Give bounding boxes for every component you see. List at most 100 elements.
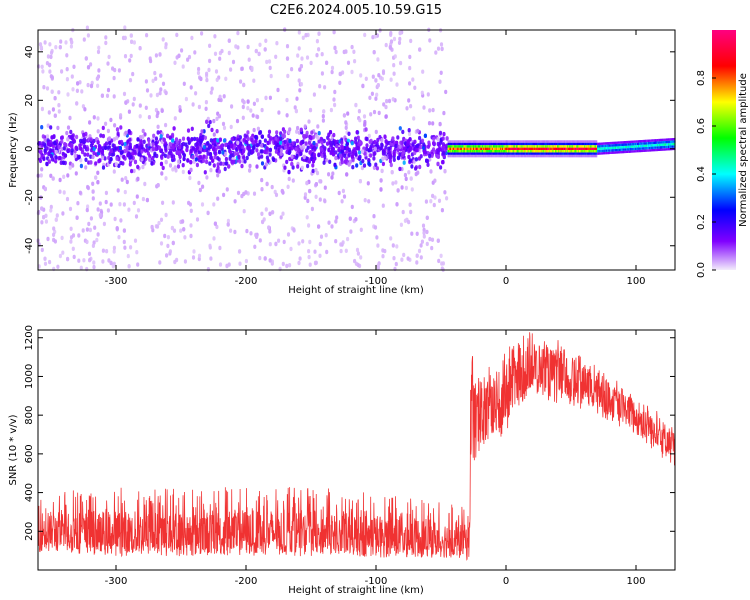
spectrogram-cell: [498, 150, 500, 153]
spectrogram-cell: [194, 91, 198, 96]
spectrogram-cell: [419, 243, 423, 248]
spectrogram-cell: [602, 152, 604, 155]
spectrogram-cell: [286, 232, 291, 237]
spectrogram-cell: [514, 145, 516, 148]
spectrogram-cell: [264, 95, 268, 101]
spectrogram-cell: [661, 143, 663, 146]
spectrogram-cell: [516, 154, 519, 158]
spectrogram-cell: [261, 219, 265, 225]
spectrogram-cell: [450, 152, 452, 155]
spectrogram-cell: [58, 155, 62, 161]
spectrogram-cell: [507, 152, 509, 155]
spectrogram-cell: [541, 140, 543, 143]
spectrogram-cell: [644, 147, 646, 150]
spectrogram-cell: [526, 152, 529, 155]
spectrogram-cell: [512, 140, 514, 143]
spectrogram-cell: [441, 159, 445, 165]
spectrogram-cell: [295, 96, 299, 101]
spectrogram-cell: [593, 152, 595, 155]
spectrogram-cell: [562, 145, 564, 148]
spectrogram-cell: [637, 140, 639, 143]
spectrogram-cell: [199, 139, 203, 144]
spectrogram-cell: [275, 130, 279, 135]
spectrogram-cell: [342, 113, 346, 118]
spectrogram-cell: [401, 129, 405, 135]
spectrogram-cell: [643, 144, 645, 148]
spectrogram-cell: [486, 150, 488, 153]
spectrogram-cell: [263, 256, 267, 261]
spectrogram-cell: [322, 109, 326, 114]
spectrogram-cell: [140, 157, 144, 162]
spectrogram-cell: [560, 147, 562, 150]
spectrogram-cell: [64, 40, 68, 45]
spectrogram-cell: [606, 147, 608, 150]
spectrogram-cell: [260, 187, 264, 192]
spectrogram-cell: [589, 145, 591, 148]
spectrogram-cell: [66, 137, 70, 142]
spectrogram-cell: [658, 148, 661, 151]
spectrogram-cell: [259, 149, 263, 154]
spectrogram-cell: [473, 152, 475, 155]
spectrogram-cell: [140, 145, 144, 150]
spectrogram-cell: [148, 154, 152, 159]
spectrogram-cell: [533, 142, 535, 146]
spectrogram-cell: [617, 141, 620, 144]
spectrogram-cell: [157, 145, 162, 151]
spectrogram-cell: [152, 133, 156, 138]
spectrogram-cell: [590, 145, 592, 148]
spectrogram-cell: [566, 154, 568, 158]
spectrogram-cell: [570, 145, 572, 148]
spectrogram-cell: [461, 145, 463, 148]
spectrogram-cell: [547, 145, 549, 148]
spectrogram-cell: [318, 241, 322, 247]
spectrogram-cell: [519, 145, 521, 148]
spectrogram-cell: [394, 261, 398, 267]
spectrogram-cell: [384, 139, 388, 144]
spectrogram-cell: [464, 142, 466, 146]
spectrogram-cell: [260, 134, 264, 139]
spectrogram-cell: [119, 160, 123, 166]
spectrogram-cell: [572, 150, 574, 153]
spectrogram-cell: [513, 142, 515, 146]
spectrogram-cell: [459, 154, 461, 158]
spectrogram-cell: [57, 145, 61, 150]
spectrogram-cell: [205, 175, 209, 180]
spectrogram-cell: [198, 146, 203, 152]
spectrogram-cell: [647, 149, 649, 152]
spectrogram-cell: [578, 140, 580, 143]
spectrogram-cell: [465, 150, 467, 153]
spectrogram-cell: [264, 38, 268, 43]
y-tick-label: 200: [24, 522, 35, 541]
spectrogram-cell: [615, 146, 617, 149]
spectrogram-cell: [634, 150, 636, 153]
spectrogram-cell: [354, 136, 358, 141]
spectrogram-cell: [522, 150, 524, 153]
spectrogram-cell: [483, 140, 485, 143]
spectrogram-cell: [469, 145, 471, 148]
spectrogram-cell: [95, 237, 99, 243]
spectrogram-cell: [468, 152, 470, 155]
spectrogram-cell: [483, 140, 486, 143]
spectrogram-cell: [607, 142, 609, 145]
spectrogram-cell: [407, 219, 411, 225]
spectrogram-cell: [458, 140, 460, 143]
spectrogram-cell: [577, 152, 579, 155]
spectrogram-cell: [329, 140, 333, 146]
spectrogram-cell: [295, 129, 299, 134]
spectrogram-cell: [495, 154, 497, 158]
spectrogram-cell: [252, 127, 256, 133]
spectrogram-cell: [47, 159, 52, 164]
spectrogram-cell: [622, 146, 624, 149]
spectrogram-cell: [668, 138, 671, 141]
spectrogram-cell: [548, 145, 550, 148]
spectrogram-cell: [200, 202, 205, 207]
spectrogram-cell: [452, 152, 454, 155]
spectrogram-cell: [552, 145, 554, 148]
spectrogram-cell: [408, 81, 412, 86]
spectrogram-cell: [490, 150, 492, 153]
spectrogram-cell: [589, 150, 591, 153]
spectrogram-cell: [303, 195, 307, 200]
spectrogram-cell: [487, 140, 489, 143]
x-tick-label: 0: [503, 276, 509, 287]
spectrogram-cell: [443, 169, 447, 174]
